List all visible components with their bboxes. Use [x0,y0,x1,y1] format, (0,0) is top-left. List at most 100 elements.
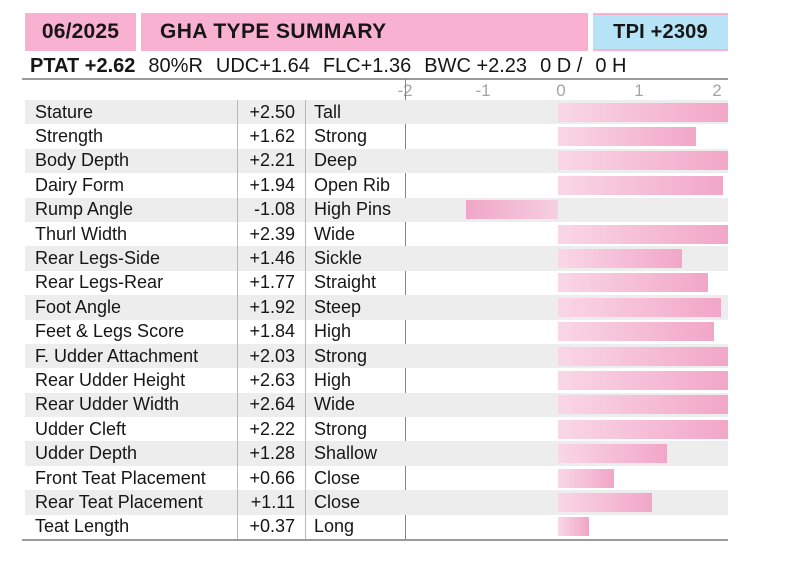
header-gap [588,13,593,51]
table-row: Feet & Legs Score +1.84 High [25,319,728,344]
axis-tick-label: -1 [475,81,491,100]
ptat-value: PTAT +2.62 [30,54,136,77]
trait-value: +2.63 [237,368,305,393]
trait-descriptor: Steep [305,295,405,320]
trait-bar-track [405,124,728,148]
trait-descriptor: High [305,319,405,344]
trait-bar [558,273,709,293]
trait-descriptor: Close [305,490,405,515]
trait-bar-track [405,222,728,246]
trait-value: +1.11 [237,490,305,515]
trait-bar [558,151,728,171]
trait-table: Stature +2.50 Tall Strength +1.62 Strong… [25,100,728,540]
trait-value: +2.21 [237,148,305,174]
trait-descriptor: Wide [305,392,405,418]
trait-label: Foot Angle [35,296,122,317]
trait-descriptor: Wide [305,221,405,247]
trait-bar [558,492,653,512]
trait-bar [558,346,728,366]
trait-descriptor: Sickle [305,246,405,271]
table-row: Front Teat Placement +0.66 Close [25,465,728,491]
header-band: 06/2025 GHA TYPE SUMMARY TPI +2309 [25,13,728,51]
trait-value: +1.94 [237,173,305,198]
axis-tick-label: 1 [634,81,644,100]
trait-descriptor: High Pins [305,197,405,222]
trait-value: +2.39 [237,221,305,247]
table-row: Rear Udder Height +2.63 High [25,368,728,393]
trait-label: Stature [35,101,94,122]
trait-bar-track [405,320,728,344]
reliability-value: 80%R [148,54,203,77]
trait-bar [558,249,683,269]
top-divider [22,78,728,80]
trait-descriptor: Strong [305,124,405,149]
trait-bar [558,297,722,317]
trait-bar [558,395,728,415]
tpi-cell: TPI +2309 [593,13,728,51]
flc-value: FLC+1.36 [322,54,412,77]
table-row: Udder Cleft +2.22 Strong [25,417,728,442]
axis-tick-label: 0 [556,81,566,100]
page-title: GHA TYPE SUMMARY [141,13,588,51]
trait-label: Rear Legs-Rear [35,272,164,293]
trait-value: +1.92 [237,295,305,320]
trait-descriptor: Close [305,465,405,491]
table-row: Teat Length +0.37 Long [25,514,728,540]
table-row: Thurl Width +2.39 Wide [25,221,728,247]
trait-bar [558,322,715,342]
trait-label: Dairy Form [35,174,124,195]
trait-label: Udder Cleft [35,418,127,439]
trait-bar [558,419,728,439]
table-row: Rear Legs-Rear +1.77 Straight [25,270,728,296]
trait-descriptor: Open Rib [305,173,405,198]
trait-bar-track [405,271,728,295]
trait-value: +1.28 [237,441,305,466]
trait-descriptor: High [305,368,405,393]
table-row: Strength +1.62 Strong [25,124,728,149]
table-row: Foot Angle +1.92 Steep [25,295,728,320]
summary-stats-line: PTAT +2.62 80%R UDC+1.64 FLC+1.36 BWC +2… [30,54,626,78]
trait-bar-track [405,515,728,539]
trait-value: +2.50 [237,100,305,125]
trait-bar [558,517,590,537]
herds-count: 0 H [595,54,627,77]
trait-bar-track [405,295,728,319]
table-row: Stature +2.50 Tall [25,100,728,125]
axis-tick-label: 2 [712,81,722,100]
trait-value: +1.46 [237,246,305,271]
trait-value: +1.84 [237,319,305,344]
trait-label: Thurl Width [35,223,128,244]
evaluation-date: 06/2025 [25,13,136,51]
trait-bar [558,370,728,390]
trait-bar-track [405,393,728,417]
table-row: Rump Angle -1.08 High Pins [25,197,728,222]
trait-label: Feet & Legs Score [35,321,185,342]
udc-value: UDC+1.64 [215,54,310,77]
trait-label: Rear Udder Height [35,369,186,390]
trait-bar-track [405,344,728,368]
daughters-count: 0 D / [540,54,583,77]
bottom-divider [22,539,728,541]
trait-descriptor: Shallow [305,441,405,466]
trait-value: +0.37 [237,514,305,540]
trait-bar-track [405,490,728,514]
trait-bar-track [405,246,728,270]
trait-value: -1.08 [237,197,305,222]
trait-descriptor: Straight [305,270,405,296]
trait-bar-track [405,198,728,222]
trait-bar-track [405,417,728,441]
trait-value: +1.62 [237,124,305,149]
trait-label: Rump Angle [35,199,134,220]
trait-label: F. Udder Attachment [35,345,199,366]
trait-bar-track [405,149,728,173]
trait-bar-track [405,173,728,197]
trait-descriptor: Strong [305,343,405,369]
table-row: Body Depth +2.21 Deep [25,148,728,174]
bwc-value: BWC +2.23 [424,54,528,77]
header-gap [136,13,141,51]
trait-label: Udder Depth [35,443,138,464]
trait-label: Rear Legs-Side [35,248,161,269]
trait-descriptor: Tall [305,100,405,125]
